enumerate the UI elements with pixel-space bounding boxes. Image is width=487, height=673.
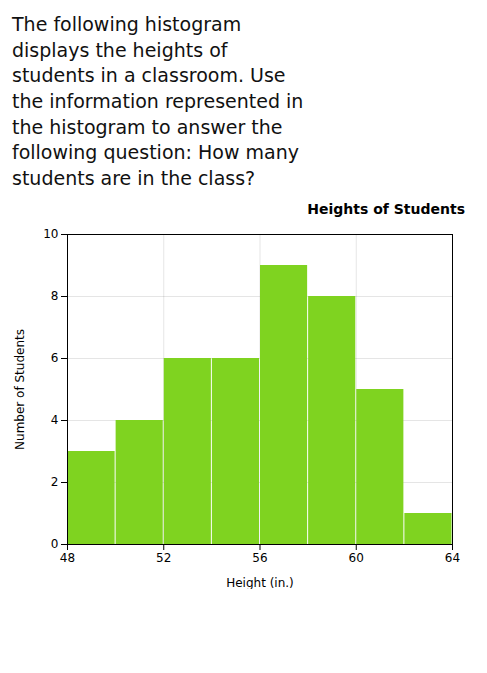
svg-text:0: 0 <box>51 538 59 552</box>
html-text:The following histogram displa: The following histogram displays the hei… <box>12 13 304 189</box>
svg-text:Number of Students: Number of Students <box>13 330 27 451</box>
svg-text:2: 2 <box>51 476 59 490</box>
svg-text:52: 52 <box>156 552 171 566</box>
svg-text:6: 6 <box>51 352 59 366</box>
svg-text:56: 56 <box>252 552 267 566</box>
svg-text:Height (in.): Height (in.) <box>226 576 294 590</box>
svg-text:48: 48 <box>60 552 75 566</box>
svg-text:4: 4 <box>51 414 59 428</box>
html-text:Heights of Students: Heights of Students <box>307 201 465 218</box>
svg-text:64: 64 <box>445 552 460 566</box>
svg-text:10: 10 <box>43 228 58 242</box>
svg-text:60: 60 <box>349 552 364 566</box>
svg-text:8: 8 <box>51 290 59 304</box>
